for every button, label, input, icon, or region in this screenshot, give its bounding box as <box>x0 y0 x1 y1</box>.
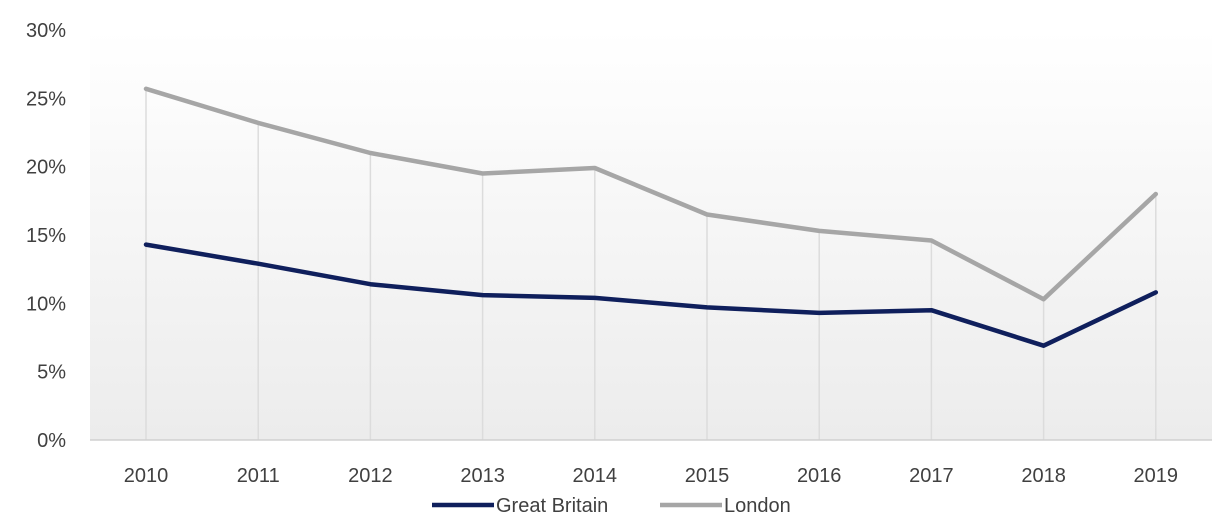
y-tick-label: 30% <box>26 20 66 42</box>
y-tick-label: 5% <box>37 362 66 384</box>
legend: Great Britain London <box>432 495 791 517</box>
x-tick-label: 2017 <box>909 465 954 487</box>
series-line-london <box>143 86 1159 302</box>
x-axis-ticks: 2010 2011 2012 2013 2014 2015 2016 2017 2018 2019 <box>124 465 1178 487</box>
y-tick-label: 25% <box>26 88 66 110</box>
x-tick-label: 2012 <box>348 465 393 487</box>
y-axis-ticks: 0% 5% 10% 15% 20% 25% 30% <box>26 20 66 452</box>
series-lines <box>143 86 1159 348</box>
plot-background <box>90 30 1212 440</box>
legend-label-london: London <box>724 495 791 517</box>
x-tick-label: 2010 <box>124 465 169 487</box>
x-tick-label: 2015 <box>685 465 730 487</box>
gridlines <box>145 88 1157 440</box>
x-tick-label: 2013 <box>460 465 505 487</box>
legend-label-great-britain: Great Britain <box>496 495 608 517</box>
x-tick-label: 2016 <box>797 465 842 487</box>
x-tick-label: 2011 <box>237 465 280 487</box>
series-line-great-britain <box>143 242 1159 348</box>
x-tick-label: 2018 <box>1021 465 1066 487</box>
y-tick-label: 10% <box>26 293 66 315</box>
x-tick-label: 2019 <box>1134 465 1179 487</box>
y-tick-label: 0% <box>37 430 66 452</box>
x-tick-label: 2014 <box>573 465 618 487</box>
y-tick-label: 15% <box>26 225 66 247</box>
y-tick-label: 20% <box>26 157 66 179</box>
